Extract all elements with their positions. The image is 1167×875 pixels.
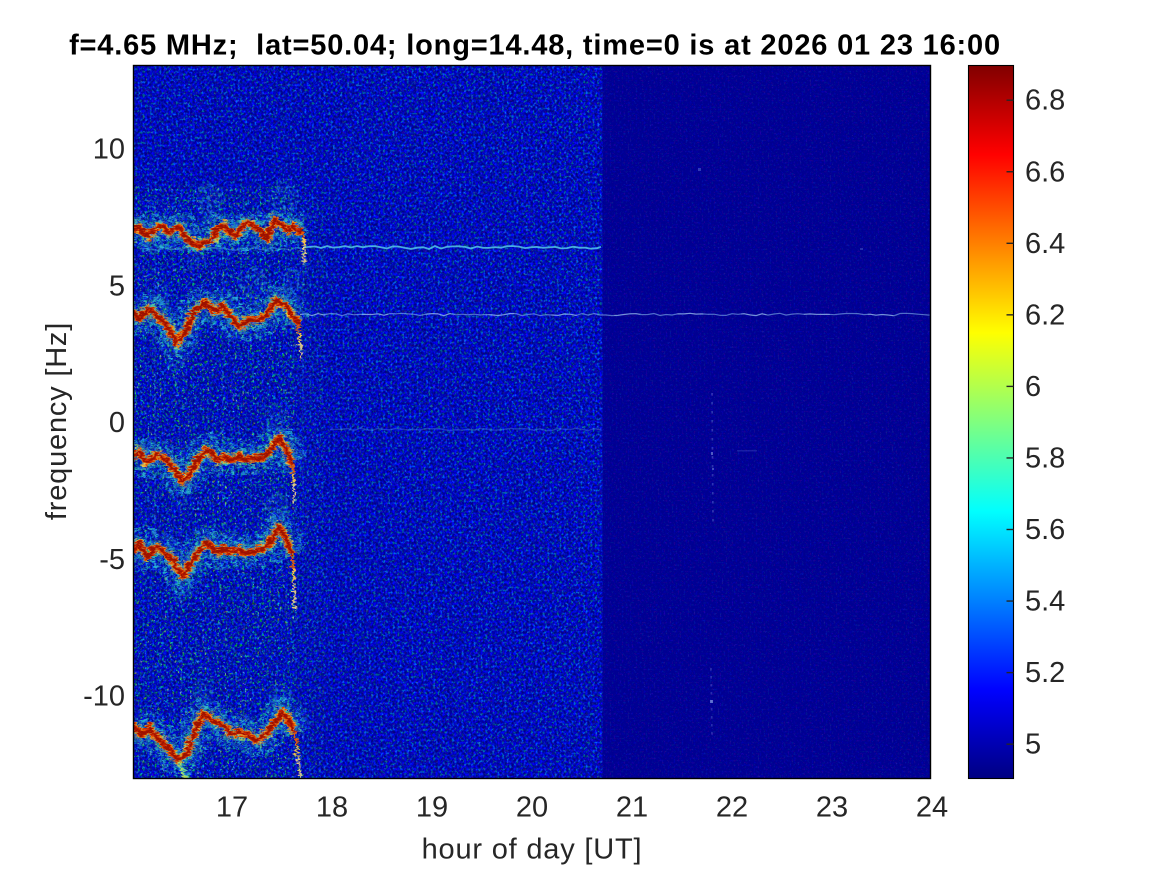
svg-text:5: 5	[109, 270, 125, 302]
svg-text:6.2: 6.2	[1025, 299, 1065, 331]
svg-text:18: 18	[316, 792, 348, 824]
svg-text:22: 22	[716, 792, 748, 824]
svg-text:f=4.65 MHz; lat=50.04; long=1: f=4.65 MHz; lat=50.04; long=14.48, time=…	[69, 30, 1001, 62]
svg-text:17: 17	[216, 792, 248, 824]
svg-text:0: 0	[109, 407, 125, 439]
svg-text:23: 23	[816, 792, 848, 824]
svg-text:20: 20	[516, 792, 548, 824]
svg-text:5.4: 5.4	[1025, 586, 1065, 618]
svg-text:5: 5	[1025, 729, 1041, 761]
svg-text:24: 24	[916, 792, 948, 824]
svg-text:-10: -10	[83, 681, 125, 713]
svg-text:6.6: 6.6	[1025, 156, 1065, 188]
svg-text:6: 6	[1025, 371, 1041, 403]
svg-text:frequency [Hz]: frequency [Hz]	[41, 322, 73, 520]
svg-text:hour of day [UT]: hour of day [UT]	[422, 834, 643, 866]
svg-text:19: 19	[416, 792, 448, 824]
svg-text:10: 10	[93, 134, 125, 166]
svg-text:-5: -5	[99, 544, 125, 576]
svg-text:5.6: 5.6	[1025, 514, 1065, 546]
svg-text:6.4: 6.4	[1025, 228, 1065, 260]
svg-text:5.8: 5.8	[1025, 443, 1065, 475]
svg-text:21: 21	[616, 792, 648, 824]
svg-text:5.2: 5.2	[1025, 657, 1065, 689]
svg-text:6.8: 6.8	[1025, 85, 1065, 117]
